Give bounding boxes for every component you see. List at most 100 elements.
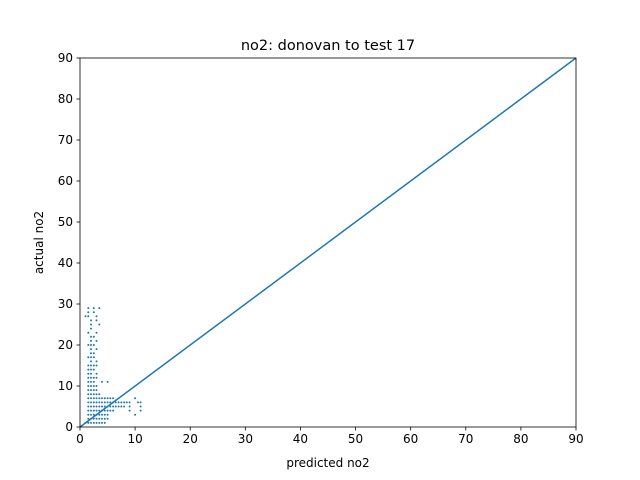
data-point: [92, 397, 95, 400]
data-point: [92, 364, 95, 367]
data-point: [98, 323, 101, 326]
data-point: [90, 344, 92, 346]
data-point: [95, 405, 98, 408]
data-point: [136, 401, 139, 404]
data-point: [92, 413, 95, 416]
data-point: [98, 409, 101, 412]
data-point: [98, 397, 101, 400]
data-point: [109, 405, 112, 408]
data-point: [95, 409, 98, 412]
data-point: [90, 413, 92, 416]
data-point: [95, 319, 98, 322]
x-tick-label: 0: [76, 432, 84, 446]
data-point: [87, 376, 90, 379]
y-tick-label: 70: [58, 133, 73, 147]
data-point: [87, 331, 90, 334]
data-point: [95, 372, 98, 375]
data-point: [139, 409, 142, 412]
data-point: [84, 315, 87, 318]
data-point: [109, 401, 112, 404]
y-tick-label: 0: [65, 420, 73, 434]
data-point: [87, 315, 90, 318]
data-point: [98, 405, 101, 408]
data-point: [87, 368, 90, 371]
data-point: [95, 315, 98, 318]
data-point: [123, 405, 126, 408]
data-point: [90, 323, 92, 326]
x-tick-label: 60: [403, 432, 418, 446]
data-point: [103, 417, 106, 420]
data-point: [125, 401, 128, 404]
data-point: [92, 393, 95, 396]
data-point: [95, 360, 98, 363]
data-point: [123, 401, 126, 404]
data-point: [90, 405, 92, 408]
data-point: [90, 376, 92, 379]
data-point: [90, 335, 92, 338]
x-tick-label: 50: [348, 432, 363, 446]
data-point: [90, 356, 92, 359]
data-point: [98, 417, 101, 420]
data-point: [92, 380, 95, 383]
data-point: [95, 393, 98, 396]
data-point: [87, 356, 90, 359]
data-point: [95, 401, 98, 404]
data-point: [114, 401, 117, 404]
data-point: [120, 405, 123, 408]
data-point: [101, 397, 103, 400]
data-point: [90, 409, 92, 412]
data-point: [106, 401, 109, 404]
data-point: [90, 421, 92, 424]
data-point: [134, 397, 137, 400]
data-point: [101, 417, 103, 420]
data-point: [87, 389, 90, 392]
data-point: [90, 385, 92, 387]
data-point: [95, 348, 98, 351]
data-point: [112, 409, 115, 412]
x-axis-label: predicted no2: [286, 456, 369, 470]
data-point: [95, 421, 98, 424]
data-point: [92, 389, 95, 392]
y-tick-label: 90: [58, 51, 73, 65]
data-point: [106, 413, 109, 416]
data-point: [92, 409, 95, 412]
data-point: [95, 417, 98, 420]
data-point: [90, 380, 92, 383]
data-point: [117, 401, 120, 404]
data-point: [92, 335, 95, 338]
data-point: [87, 385, 90, 387]
data-point: [103, 421, 106, 424]
data-point: [92, 344, 95, 346]
data-point: [90, 397, 92, 400]
data-point: [90, 327, 92, 330]
y-tick-label: 10: [58, 379, 73, 393]
x-tick-label: 40: [293, 432, 308, 446]
data-point: [109, 397, 112, 400]
y-tick-label: 40: [58, 256, 73, 270]
data-point: [87, 372, 90, 375]
data-point: [128, 409, 131, 412]
data-point: [92, 307, 95, 310]
data-point: [106, 397, 109, 400]
data-point: [98, 413, 101, 416]
data-point: [90, 348, 92, 351]
data-point: [117, 405, 120, 408]
data-point: [98, 401, 101, 404]
data-point: [120, 401, 123, 404]
y-tick-label: 60: [58, 174, 73, 188]
data-point: [98, 393, 101, 396]
data-point: [87, 364, 90, 367]
data-point: [92, 417, 95, 420]
y-tick-label: 20: [58, 338, 73, 352]
data-point: [101, 421, 103, 424]
data-point: [139, 405, 142, 408]
data-point: [92, 376, 95, 379]
data-point: [90, 319, 92, 322]
data-point: [95, 397, 98, 400]
data-point: [87, 413, 90, 416]
x-tick-label: 30: [238, 432, 253, 446]
y-tick-label: 80: [58, 92, 73, 106]
data-point: [92, 352, 95, 355]
x-tick-label: 80: [513, 432, 528, 446]
